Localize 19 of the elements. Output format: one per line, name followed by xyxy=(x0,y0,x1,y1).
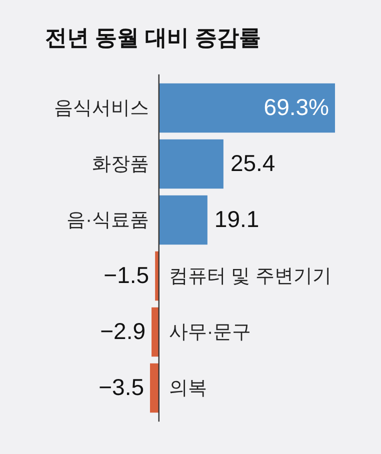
y-tick-label: 사무·문구 xyxy=(168,322,252,343)
data-label: −3.5 xyxy=(98,374,144,400)
bar xyxy=(158,83,335,133)
y-tick-label: 화장품 xyxy=(92,154,149,175)
y-tick-label: 컴퓨터 및 주변기기 xyxy=(168,266,332,287)
y-tick-label: 음·식료품 xyxy=(66,210,149,231)
data-label: −1.5 xyxy=(104,262,150,288)
bar xyxy=(158,195,208,245)
data-label: −2.9 xyxy=(100,318,146,344)
data-label: 19.1 xyxy=(214,206,260,232)
bar xyxy=(155,251,159,301)
bar xyxy=(158,139,224,189)
chart-title: 전년 동월 대비 증감률 xyxy=(44,24,262,50)
bar xyxy=(152,307,159,357)
bar xyxy=(150,363,159,413)
data-label: 25.4 xyxy=(230,150,276,176)
y-tick-label: 음식서비스 xyxy=(54,98,149,119)
data-label: 69.3% xyxy=(264,94,329,120)
y-tick-label: 의복 xyxy=(168,378,207,399)
